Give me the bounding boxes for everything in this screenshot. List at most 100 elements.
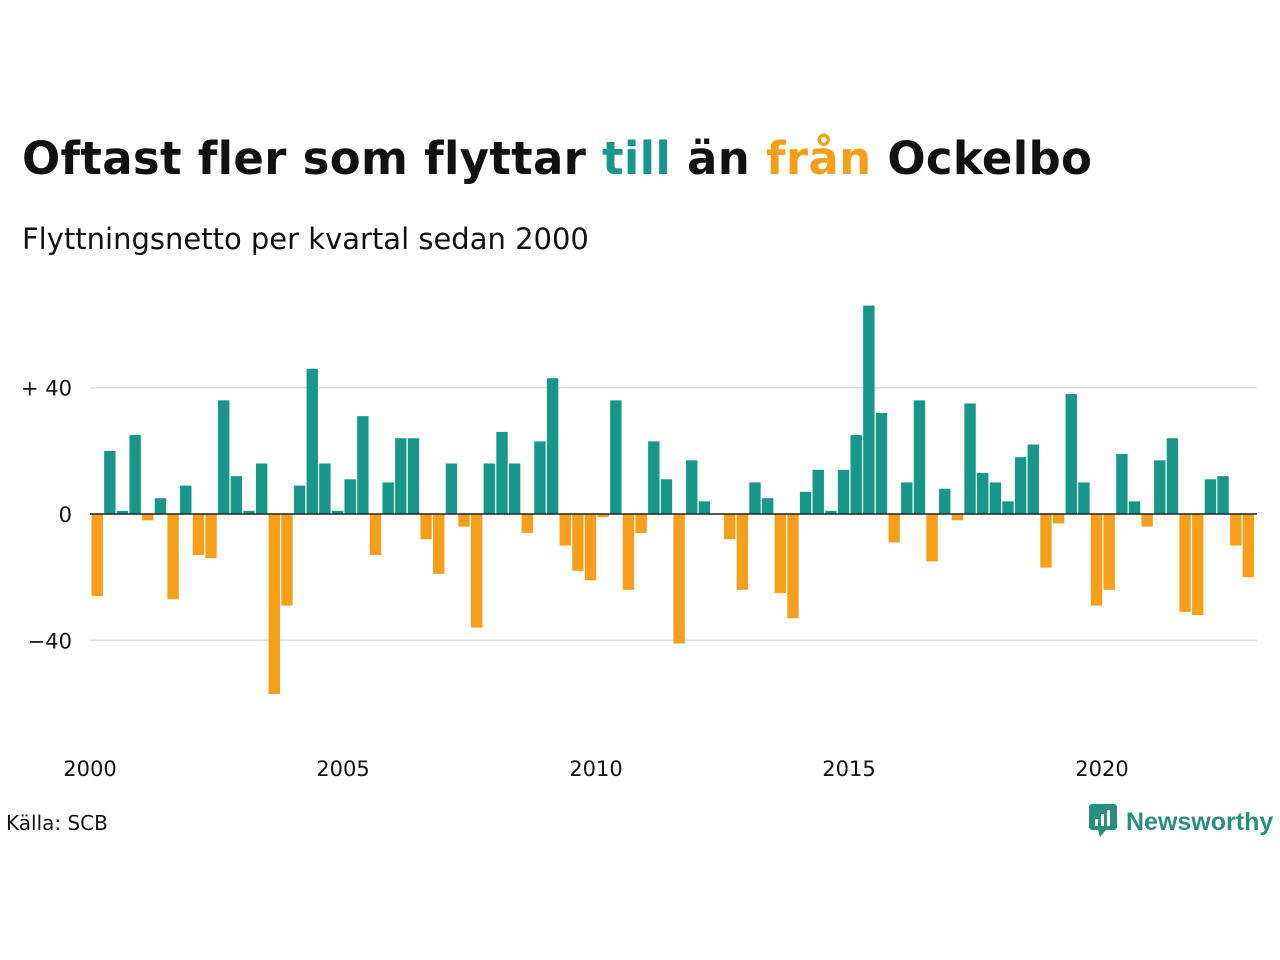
bar xyxy=(597,514,609,518)
bar xyxy=(546,378,559,514)
bar xyxy=(761,498,774,514)
bar xyxy=(129,435,141,514)
bar xyxy=(293,485,306,514)
bar xyxy=(1166,438,1179,514)
x-axis-labels: 2000 2005 2010 2015 2020 xyxy=(63,757,1128,781)
bar xyxy=(951,514,964,521)
bar xyxy=(331,510,344,514)
bar xyxy=(1052,514,1065,524)
x-tick-label: 2010 xyxy=(569,757,622,781)
bar xyxy=(572,514,584,571)
bar xyxy=(977,472,989,514)
bar xyxy=(508,463,521,514)
bar xyxy=(774,514,786,593)
bar xyxy=(433,514,445,574)
bars xyxy=(91,305,1255,694)
y-tick-label: 0 xyxy=(59,503,72,527)
title-middle: än xyxy=(671,132,767,185)
bar xyxy=(888,514,900,543)
bar xyxy=(1179,514,1191,612)
bar xyxy=(357,416,369,514)
bar xyxy=(268,514,280,694)
y-tick-label: + 40 xyxy=(21,377,72,401)
x-tick-label: 2015 xyxy=(822,757,875,781)
bar xyxy=(648,441,660,514)
x-tick-label: 2005 xyxy=(316,757,369,781)
bar xyxy=(192,514,205,556)
bar xyxy=(1065,394,1077,514)
y-axis-labels: + 40 0 −40 xyxy=(21,377,72,654)
bar xyxy=(91,514,103,597)
bar xyxy=(989,482,1002,515)
bar xyxy=(167,514,179,600)
bar xyxy=(673,514,685,644)
bar xyxy=(382,482,394,515)
bar xyxy=(319,463,331,514)
bar xyxy=(1027,444,1039,514)
bar xyxy=(1154,460,1166,514)
x-tick-label: 2020 xyxy=(1075,757,1128,781)
title-fran: från xyxy=(766,132,872,185)
bar xyxy=(749,482,761,515)
bar xyxy=(787,514,799,619)
bar xyxy=(255,463,268,514)
bar xyxy=(407,438,420,514)
bar xyxy=(1230,514,1242,546)
bar xyxy=(521,514,533,533)
bar xyxy=(686,460,698,514)
bar xyxy=(243,510,255,514)
bar xyxy=(1002,501,1014,514)
bar xyxy=(483,463,496,514)
bar xyxy=(471,514,483,628)
bar xyxy=(1217,476,1229,514)
bar xyxy=(799,491,812,514)
bar xyxy=(1204,479,1217,514)
bar xyxy=(939,488,951,514)
bar xyxy=(584,514,597,581)
bar xyxy=(837,469,850,515)
bar xyxy=(1141,514,1153,527)
bar xyxy=(724,514,736,540)
bar xyxy=(142,514,154,521)
bar xyxy=(850,435,862,514)
bar-chart: + 40 0 −40 2000 2005 2010 2015 2020 xyxy=(21,305,1257,781)
bar xyxy=(104,450,116,514)
bar xyxy=(218,400,230,514)
bar xyxy=(698,501,711,514)
bar xyxy=(1116,454,1128,514)
title-till: till xyxy=(602,132,672,185)
bar xyxy=(458,514,470,527)
bar xyxy=(875,412,888,514)
brand-name: Newsworthy xyxy=(1126,807,1274,836)
bar xyxy=(622,514,635,590)
chart-title: Oftast fler som flyttar till än från Ock… xyxy=(22,132,1092,185)
title-suffix: Ockelbo xyxy=(871,132,1093,185)
bar xyxy=(1242,514,1255,578)
bar xyxy=(344,479,356,514)
bar xyxy=(736,514,749,590)
bar xyxy=(230,476,243,514)
bar xyxy=(610,400,622,514)
title-prefix: Oftast fler som flyttar xyxy=(22,132,603,185)
bar xyxy=(901,482,913,515)
bar xyxy=(281,514,293,606)
bar xyxy=(306,368,318,514)
source-note: Källa: SCB xyxy=(6,811,108,835)
bar xyxy=(534,441,546,514)
bar xyxy=(369,514,382,556)
bar xyxy=(154,498,167,514)
bar xyxy=(660,479,673,514)
y-tick-label: −40 xyxy=(28,629,72,653)
bar xyxy=(863,305,875,515)
newsworthy-logo-icon xyxy=(1088,802,1118,842)
chart-subtitle: Flyttningsnetto per kvartal sedan 2000 xyxy=(22,222,589,256)
bar xyxy=(1078,482,1090,515)
bar xyxy=(1128,501,1141,514)
bar xyxy=(496,431,508,514)
bar xyxy=(116,510,129,514)
bar xyxy=(395,438,407,514)
bar xyxy=(1192,514,1204,616)
brand: Newsworthy xyxy=(1088,802,1273,842)
bar xyxy=(420,514,432,540)
x-tick-label: 2000 xyxy=(63,757,116,781)
